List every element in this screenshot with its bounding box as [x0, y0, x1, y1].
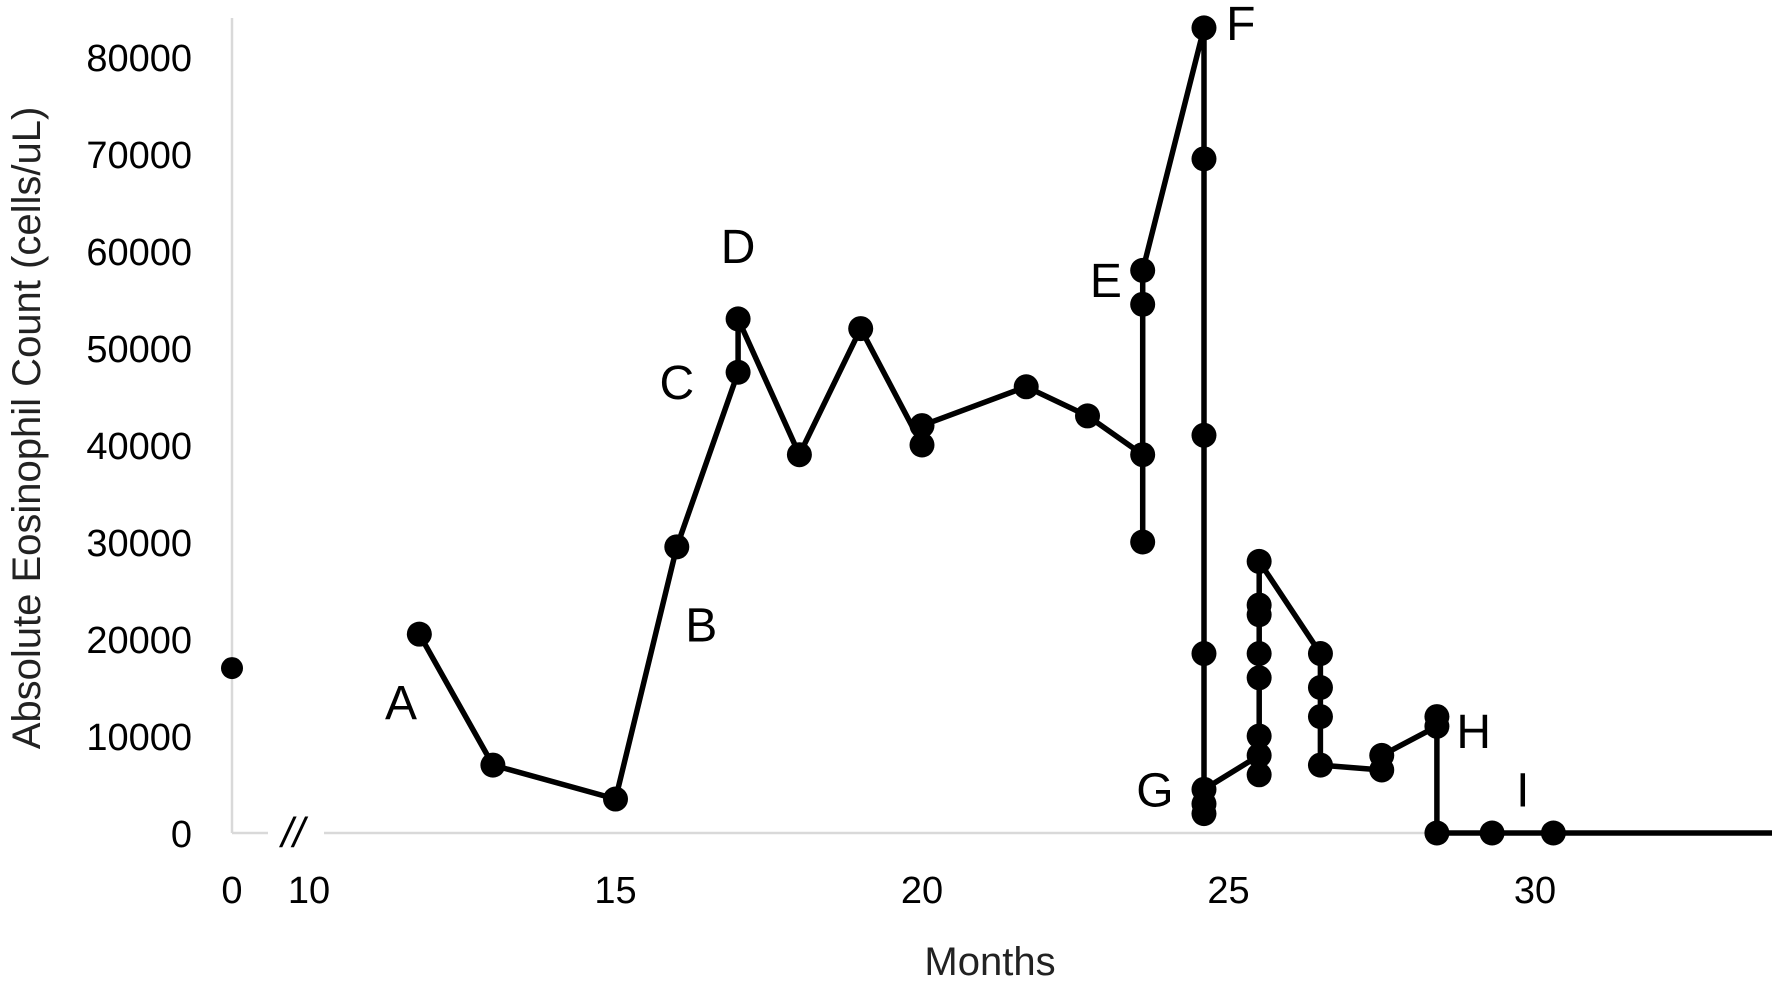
annotation-label: G [1136, 764, 1173, 817]
baseline-point [221, 657, 243, 680]
data-point [1130, 442, 1156, 468]
annotation-label: E [1090, 255, 1122, 308]
axis-break-mark: // [278, 809, 309, 856]
data-point [1307, 675, 1333, 700]
annotation-label: I [1516, 764, 1529, 817]
y-axis-title: Absolute Eosinophil Count (cells/uL) [5, 107, 49, 750]
y-tick-label: 60000 [86, 232, 192, 274]
y-tick-label: 10000 [86, 717, 192, 759]
data-point [1307, 641, 1333, 667]
x-tick-labels: 0101520253035 [221, 870, 1556, 912]
data-point [1075, 403, 1101, 429]
data-point [1191, 15, 1217, 41]
y-tick-label: 50000 [86, 329, 192, 371]
x-tick-label: 0 [221, 870, 242, 912]
data-point [1246, 762, 1272, 788]
annotations: A B C D E F G HI [385, 0, 1529, 817]
annotation-label: D [721, 221, 756, 274]
data-point [1307, 704, 1333, 730]
data-point [1479, 820, 1505, 846]
data-point [1013, 374, 1039, 400]
data-point [1424, 820, 1450, 846]
annotation-label: F [1226, 0, 1255, 51]
data-point [603, 786, 628, 812]
data-point [1246, 548, 1272, 574]
data-point [1540, 820, 1566, 846]
annotation-label: A [385, 677, 417, 730]
data-point [1246, 665, 1272, 691]
y-tick-label: 80000 [86, 38, 192, 80]
data-point [1424, 704, 1450, 730]
annotation-label: H [1456, 706, 1491, 759]
data-point [848, 316, 874, 342]
data-point [1191, 641, 1217, 667]
data-point [1191, 146, 1217, 172]
data-point [1130, 529, 1156, 555]
y-tick-label: 20000 [86, 620, 192, 662]
y-tick-label: 40000 [86, 426, 192, 468]
x-tick-label: 15 [594, 870, 636, 912]
annotation-label: B [685, 599, 717, 652]
data-point [1246, 723, 1272, 749]
data-point [1246, 742, 1272, 768]
y-tick-label: 0 [171, 814, 192, 856]
data-point [1191, 422, 1217, 448]
data-point [909, 432, 935, 458]
data-point [725, 359, 751, 385]
data-point [664, 534, 690, 560]
data-point [1246, 592, 1272, 618]
data-point [1191, 776, 1217, 802]
x-tick-label: 10 [288, 870, 330, 912]
data-point [1369, 742, 1395, 768]
data-point [1307, 752, 1333, 778]
y-tick-label: 30000 [86, 523, 192, 565]
data-point [1130, 257, 1156, 283]
data-points [221, 15, 1566, 846]
x-tick-label: 25 [1207, 870, 1249, 912]
x-axis-title: Months [924, 940, 1055, 982]
data-point [909, 413, 935, 439]
y-tick-labels: 0 10000 20000 30000 40000 50000 60000 70000 8000… [86, 38, 192, 856]
annotation-label: C [659, 357, 694, 410]
data-point [1246, 641, 1272, 667]
data-point [480, 752, 506, 778]
y-tick-label: 70000 [86, 135, 192, 177]
data-point [406, 621, 432, 647]
data-point [725, 306, 751, 332]
x-tick-label: 20 [901, 870, 943, 912]
data-point [786, 442, 812, 468]
x-tick-label: 30 [1514, 870, 1556, 912]
data-point [1130, 291, 1156, 317]
